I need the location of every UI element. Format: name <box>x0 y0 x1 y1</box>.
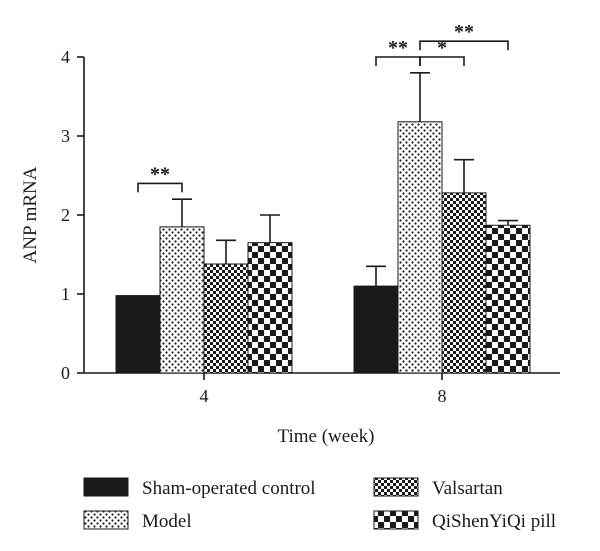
legend-label: QiShenYiQi pill <box>432 511 556 532</box>
x-tick-label: 4 <box>200 386 209 406</box>
significance-label: ** <box>388 37 408 59</box>
y-axis-label: ANP mRNA <box>20 166 41 263</box>
y-tick-label: 3 <box>61 126 70 146</box>
bar <box>159 226 205 374</box>
x-tick-label: 8 <box>438 386 447 406</box>
significance-bracket <box>137 182 183 193</box>
legend-label: Model <box>142 511 192 532</box>
legend-swatch <box>83 510 129 530</box>
legend-swatch <box>373 510 419 530</box>
y-tick-label: 2 <box>61 205 70 225</box>
significance-label: * <box>437 37 447 59</box>
y-tick-label: 1 <box>61 284 70 304</box>
legend-swatch <box>83 477 129 497</box>
legend-label: Sham-operated control <box>142 478 316 499</box>
bar <box>485 224 531 374</box>
bar <box>353 285 399 374</box>
y-tick-label: 4 <box>61 47 70 67</box>
significance-bracket <box>419 56 465 66</box>
bar <box>203 263 249 374</box>
x-axis-label: Time (week) <box>278 426 375 447</box>
significance-bracket <box>419 40 509 51</box>
legend-swatch <box>373 477 419 497</box>
significance-label: ** <box>454 21 474 43</box>
bar <box>115 295 161 374</box>
bar <box>441 192 487 374</box>
bar <box>247 242 293 374</box>
bar <box>397 121 443 374</box>
significance-label: ** <box>150 163 170 185</box>
legend: Sham-operated control Model Valsartan QiShe… <box>83 477 556 532</box>
legend-label: Valsartan <box>432 478 503 499</box>
y-tick-label: 0 <box>61 363 70 383</box>
